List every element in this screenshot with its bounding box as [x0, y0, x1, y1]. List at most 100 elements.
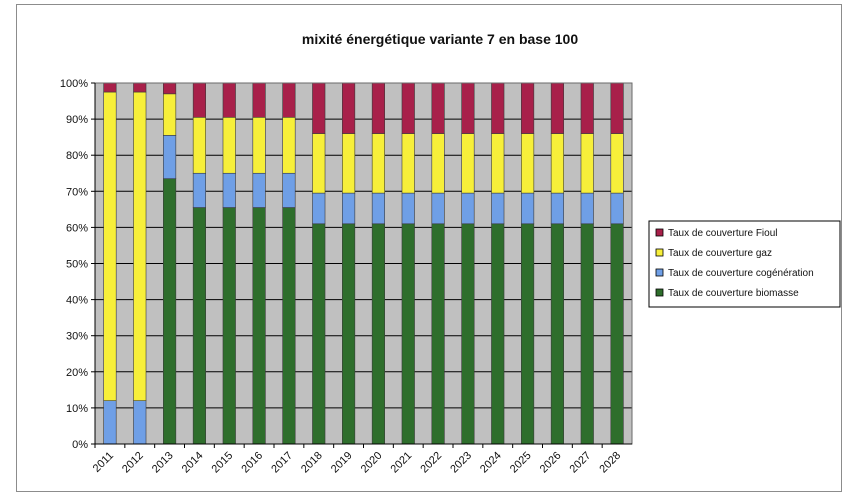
bar-segment	[371, 192, 385, 225]
x-tick-label: 2013	[150, 450, 176, 476]
y-tick-label: 0%	[72, 439, 88, 451]
chart-title: mixité énergétique variante 7 en base 10…	[302, 31, 578, 47]
bar-segment	[371, 223, 385, 445]
bar-segment	[431, 82, 445, 134]
bar-segment	[461, 192, 475, 225]
bar-segment	[222, 82, 236, 118]
bar-segment	[252, 116, 266, 174]
legend-swatch	[655, 288, 664, 297]
bar-segment	[580, 82, 594, 134]
x-tick-label: 2023	[448, 450, 474, 476]
x-tick-label: 2021	[389, 450, 415, 476]
y-tick-label: 50%	[66, 259, 88, 271]
bar-segment	[222, 207, 236, 445]
bar-segment	[610, 223, 624, 445]
bar-segment	[550, 192, 564, 225]
bar-segment	[491, 223, 505, 445]
y-tick-label: 10%	[66, 403, 88, 415]
bar-segment	[580, 133, 594, 194]
bar-segment	[461, 82, 475, 134]
bar-segment	[550, 82, 564, 134]
bar-segment	[371, 133, 385, 194]
bar-segment	[521, 192, 535, 225]
bar-segment	[133, 91, 147, 401]
bar-segment	[163, 178, 177, 445]
bar-segment	[133, 400, 147, 445]
bar-segment	[521, 223, 535, 445]
y-tick-label: 40%	[66, 295, 88, 307]
bar-segment	[342, 133, 356, 194]
legend-label: Taux de couverture biomasse	[668, 288, 799, 299]
bar-segment	[461, 133, 475, 194]
bar-segment	[252, 172, 266, 208]
y-tick-label: 60%	[66, 222, 88, 234]
y-tick-label: 30%	[66, 331, 88, 343]
bar-segment	[550, 133, 564, 194]
x-tick-label: 2022	[418, 450, 444, 476]
x-tick-label: 2020	[359, 450, 385, 476]
bar-segment	[550, 223, 564, 445]
x-tick-label: 2014	[180, 450, 206, 476]
plot-area	[94, 82, 633, 445]
x-tick-label: 2012	[120, 450, 146, 476]
bar-segment	[163, 82, 177, 95]
bar-segment	[133, 82, 147, 93]
bar-segment	[312, 82, 326, 134]
x-tick-label: 2028	[597, 450, 623, 476]
x-tick-label: 2015	[210, 450, 236, 476]
bar-segment	[282, 172, 296, 208]
bar-segment	[401, 82, 415, 134]
x-tick-label: 2019	[329, 450, 355, 476]
x-tick-label: 2011	[91, 450, 116, 475]
bar-segment	[163, 93, 177, 136]
x-tick-label: 2027	[568, 450, 594, 476]
bar-segment	[491, 192, 505, 225]
bar-segment	[192, 82, 206, 118]
bar-segment	[192, 172, 206, 208]
x-tick-label: 2026	[538, 450, 564, 476]
bar-segment	[163, 135, 177, 179]
bar-segment	[401, 133, 415, 194]
bar-segment	[222, 116, 236, 174]
bar-segment	[521, 82, 535, 134]
y-tick-label: 80%	[66, 150, 88, 162]
bar-segment	[521, 133, 535, 194]
y-tick-label: 90%	[66, 114, 88, 126]
bar-segment	[282, 82, 296, 118]
legend-swatch	[655, 268, 664, 277]
legend-label: Taux de couverture gaz	[668, 248, 772, 259]
bar-segment	[342, 82, 356, 134]
bar-segment	[103, 91, 117, 401]
y-axis: 0% 10% 20% 30% 40% 50% 60% 70% 80% 90% 100%	[60, 78, 96, 451]
bar-segment	[252, 207, 266, 445]
bar-segment	[461, 223, 475, 445]
bar-segment	[610, 82, 624, 134]
bar-segment	[491, 133, 505, 194]
bar-segment	[103, 400, 117, 445]
bar-segment	[312, 192, 326, 225]
bar-segment	[282, 207, 296, 445]
y-tick-label: 100%	[60, 78, 88, 90]
x-tick-label: 2025	[508, 450, 534, 476]
bar-segment	[192, 207, 206, 445]
legend[interactable]: Taux de couverture Fioul Taux de couvertu…	[648, 220, 841, 308]
bar-segment	[431, 133, 445, 194]
bar-segment	[431, 192, 445, 225]
x-tick-label: 2024	[478, 450, 504, 476]
bar-segment	[610, 133, 624, 194]
y-tick-label: 20%	[66, 367, 88, 379]
bar-segment	[580, 192, 594, 225]
bar-segment	[312, 223, 326, 445]
bar-segment	[580, 223, 594, 445]
bar-segment	[401, 223, 415, 445]
bar-segment	[252, 82, 266, 118]
bar-segment	[192, 116, 206, 174]
bar-segment	[401, 192, 415, 225]
bar-segment	[103, 82, 117, 93]
legend-label: Taux de couverture Fioul	[668, 228, 778, 239]
legend-swatch	[655, 248, 664, 257]
bar-segment	[491, 82, 505, 134]
bar-segment	[431, 223, 445, 445]
x-tick-label: 2017	[269, 450, 295, 476]
